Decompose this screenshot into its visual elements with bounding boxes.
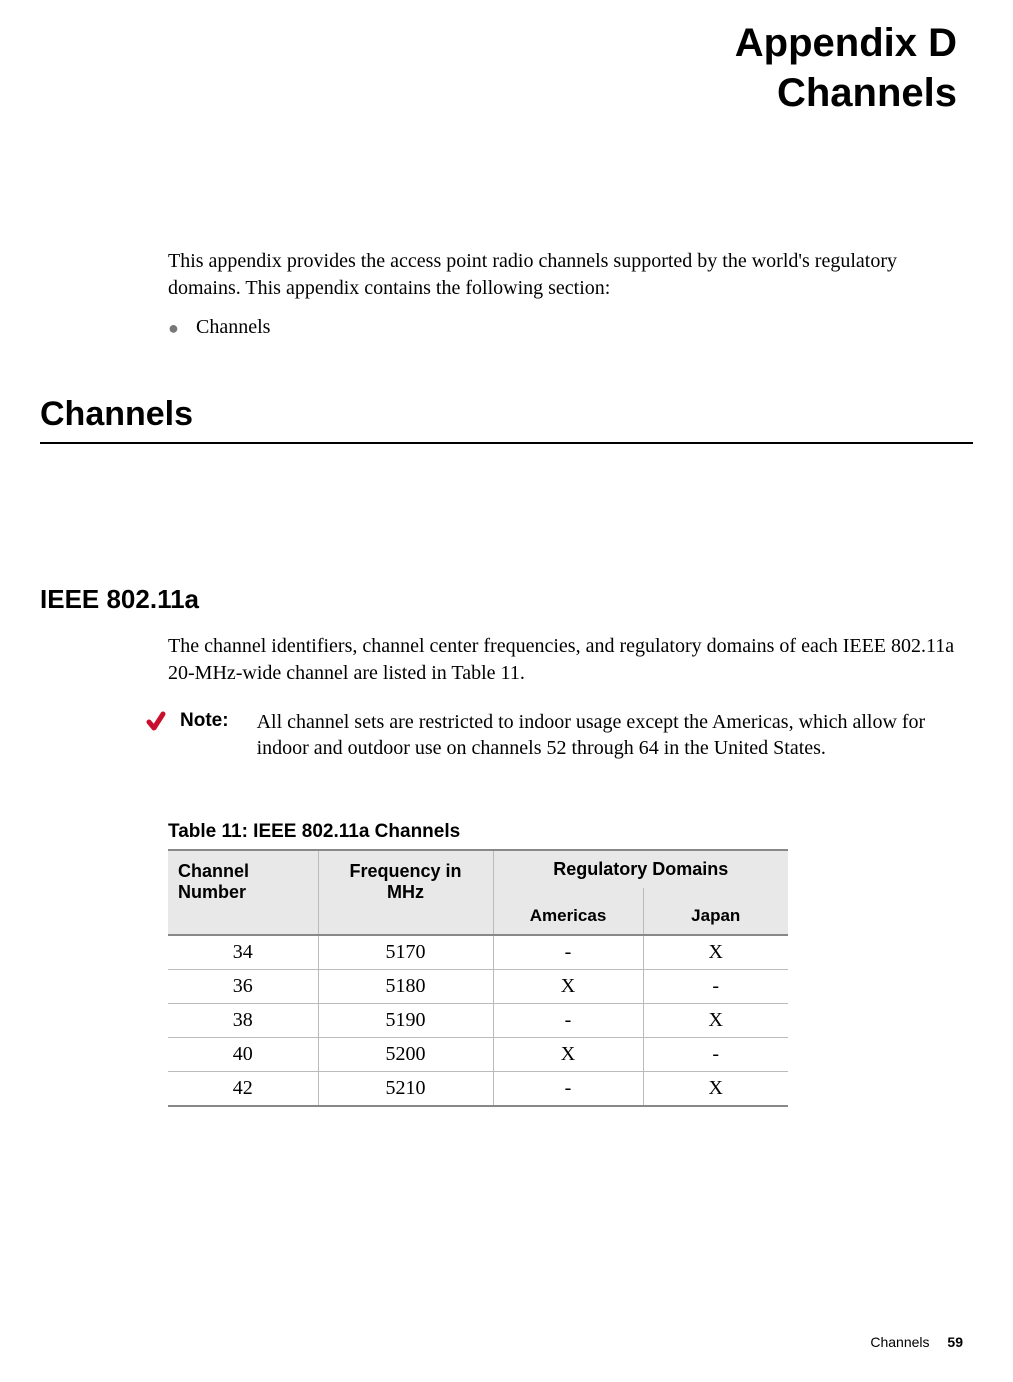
cell-frequency: 5170 xyxy=(318,935,493,970)
channels-table: Channel Number Frequency in MHz Regulato… xyxy=(168,849,788,1107)
page-footer: Channels 59 xyxy=(870,1334,963,1350)
checkmark-icon xyxy=(146,711,166,738)
intro-paragraph: This appendix provides the access point … xyxy=(168,248,963,302)
table-caption: Table 11: IEEE 802.11a Channels xyxy=(168,821,963,843)
cell-frequency: 5210 xyxy=(318,1072,493,1107)
cell-japan: - xyxy=(643,970,788,1004)
bullet-item: Channels xyxy=(196,316,270,338)
appendix-title-line: Channels xyxy=(50,68,957,118)
cell-americas: - xyxy=(493,935,643,970)
appendix-line: Appendix D xyxy=(50,18,957,68)
cell-japan: - xyxy=(643,1038,788,1072)
subsection-heading-80211a: IEEE 802.11a xyxy=(40,584,963,615)
table-row: 36 5180 X - xyxy=(168,970,788,1004)
cell-frequency: 5200 xyxy=(318,1038,493,1072)
cell-japan: X xyxy=(643,1004,788,1038)
cell-channel: 34 xyxy=(168,935,318,970)
cell-channel: 40 xyxy=(168,1038,318,1072)
table-row: 42 5210 - X xyxy=(168,1072,788,1107)
cell-channel: 38 xyxy=(168,1004,318,1038)
cell-frequency: 5190 xyxy=(318,1004,493,1038)
cell-japan: X xyxy=(643,1072,788,1107)
body-paragraph: The channel identifiers, channel center … xyxy=(168,633,963,687)
bullet-icon: ● xyxy=(168,318,196,339)
col-header-regulatory: Regulatory Domains xyxy=(493,850,788,888)
table-row: 34 5170 - X xyxy=(168,935,788,970)
footer-section: Channels xyxy=(870,1334,929,1350)
note-text: All channel sets are restricted to indoo… xyxy=(257,709,963,761)
footer-page-number: 59 xyxy=(947,1334,963,1350)
cell-japan: X xyxy=(643,935,788,970)
cell-frequency: 5180 xyxy=(318,970,493,1004)
note-block: Note: All channel sets are restricted to… xyxy=(146,709,963,761)
bullet-list: ●Channels xyxy=(168,316,963,339)
cell-americas: - xyxy=(493,1004,643,1038)
col-header-americas: Americas xyxy=(493,888,643,935)
table-row: 40 5200 X - xyxy=(168,1038,788,1072)
cell-channel: 42 xyxy=(168,1072,318,1107)
col-header-channel: Channel Number xyxy=(168,850,318,935)
section-heading-channels: Channels xyxy=(40,395,963,434)
page: Appendix D Channels This appendix provid… xyxy=(0,18,1013,1382)
table-row: 38 5190 - X xyxy=(168,1004,788,1038)
cell-americas: X xyxy=(493,970,643,1004)
table-header-row-1: Channel Number Frequency in MHz Regulato… xyxy=(168,850,788,888)
section-rule xyxy=(40,442,973,444)
col-header-frequency: Frequency in MHz xyxy=(318,850,493,935)
cell-channel: 36 xyxy=(168,970,318,1004)
col-header-japan: Japan xyxy=(643,888,788,935)
appendix-header: Appendix D Channels xyxy=(50,18,957,118)
cell-americas: X xyxy=(493,1038,643,1072)
cell-americas: - xyxy=(493,1072,643,1107)
note-label: Note: xyxy=(180,710,229,732)
